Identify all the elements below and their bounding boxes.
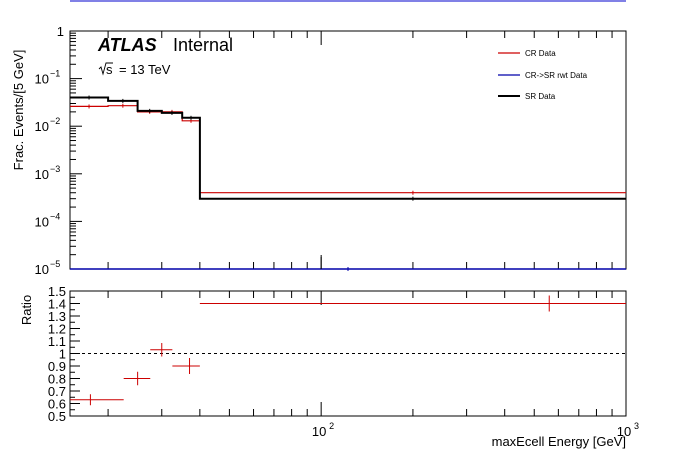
energy-prefix: s [106, 62, 113, 77]
ratio-y-axis-label: Ratio [19, 295, 34, 325]
ratio-y-tick-label: 1.4 [48, 297, 66, 312]
ratio-y-tick-label: 0.5 [48, 409, 66, 424]
y-tick-label: 10 [35, 72, 49, 87]
sqrt-symbol [98, 62, 113, 76]
ratio-y-tick-label: 1 [59, 347, 66, 362]
ratio-y-tick-label: 0.8 [48, 372, 66, 387]
ratio-y-tick-label: 1.5 [48, 284, 66, 299]
y-tick-exponent: −1 [50, 69, 60, 79]
legend-entry: SR Data [525, 92, 556, 101]
main-plot-panel: 10 −510 −410 −310 −210 −11 Frac. Events/[5 Ge… [11, 24, 627, 277]
x-tick-exponent: 3 [634, 421, 639, 431]
ratio-plot-series [70, 295, 626, 406]
y-tick-exponent: −4 [50, 211, 60, 221]
x-tick-exponent: 2 [329, 421, 334, 431]
energy-label: = 13 TeV [119, 62, 171, 77]
ratio-plot-axes: 0.50.60.70.80.911.11.21.31.41.510 2 10 3 [48, 284, 639, 439]
atlas-status-label: Internal [173, 35, 233, 55]
main-plot-axes: 10 −510 −410 −310 −210 −11 [35, 24, 627, 277]
y-tick-exponent: −2 [50, 116, 60, 126]
main-plot-series [70, 95, 626, 271]
main-y-axis-label: Frac. Events/[5 GeV] [11, 50, 26, 171]
y-tick-label: 10 [35, 214, 49, 229]
x-tick-label: 10 [617, 424, 631, 439]
legend: CR Data CR->SR rwt Data SR Data [498, 49, 588, 101]
y-tick-exponent: −5 [50, 259, 60, 269]
ratio-y-tick-label: 1.2 [48, 322, 66, 337]
ratio-plot-panel: 0.50.60.70.80.911.11.21.31.41.510 2 10 3 Ra… [19, 284, 639, 449]
y-tick-label: 1 [57, 24, 64, 39]
atlas-label: ATLAS [97, 35, 157, 55]
y-tick-label: 10 [35, 119, 49, 134]
x-axis-label: maxEcell Energy [GeV] [492, 434, 626, 449]
y-tick-label: 10 [35, 262, 49, 277]
ratio-y-tick-label: 0.6 [48, 397, 66, 412]
legend-entry: CR Data [525, 49, 556, 58]
y-tick-exponent: −3 [50, 164, 60, 174]
ratio-y-tick-label: 0.9 [48, 359, 66, 374]
ratio-y-tick-label: 1.1 [48, 334, 66, 349]
legend-entry: CR->SR rwt Data [525, 71, 588, 80]
histogram-series [70, 105, 626, 194]
y-tick-label: 10 [35, 167, 49, 182]
histogram-series [70, 96, 626, 200]
ratio-y-tick-label: 1.3 [48, 309, 66, 324]
ratio-y-tick-label: 0.7 [48, 384, 66, 399]
x-tick-label: 10 [312, 424, 326, 439]
